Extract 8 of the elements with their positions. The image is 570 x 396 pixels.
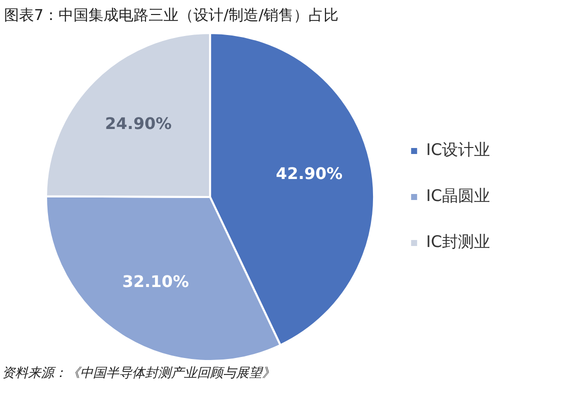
data-label: 24.90% (105, 114, 172, 134)
data-label: 42.90% (276, 164, 343, 183)
legend-label: IC封测业 (426, 232, 490, 252)
text: 资料来源：《中国半导体封测产业回顾与展望》 (2, 365, 275, 382)
legend-label: IC晶圆业 (426, 186, 490, 206)
data-label: 32.10% (122, 272, 189, 291)
chart-title: 图表7：中国集成电路三业（设计/制造/销售）占比 (4, 6, 339, 25)
legend-label: IC设计业 (426, 140, 490, 160)
